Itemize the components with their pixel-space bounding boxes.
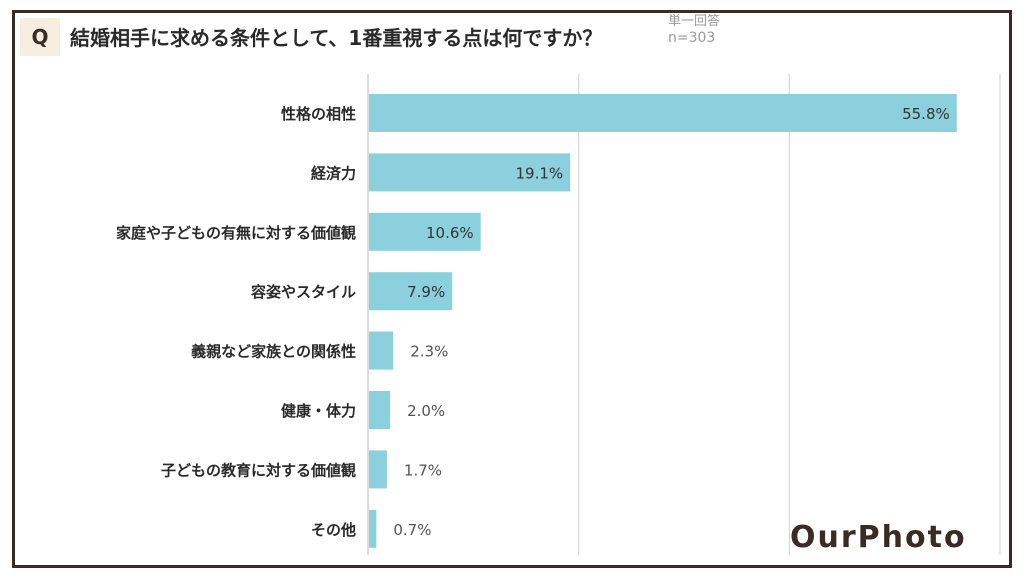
category-label: 性格の相性 bbox=[281, 105, 356, 123]
category-label: 義親など家族との関係性 bbox=[191, 343, 356, 361]
question-badge: Q bbox=[20, 18, 60, 56]
bar bbox=[369, 331, 394, 370]
bar bbox=[369, 391, 391, 429]
bar bbox=[369, 450, 387, 489]
bar bbox=[369, 94, 957, 132]
value-label: 2.3% bbox=[410, 343, 448, 361]
value-label: 1.7% bbox=[404, 461, 442, 479]
question-title: 結婚相手に求める条件として、1番重視する点は何ですか？ bbox=[70, 26, 603, 50]
answer-type-label: 単一回答 bbox=[668, 14, 721, 29]
category-label: その他 bbox=[311, 521, 356, 539]
category-label: 家庭や子どもの有無に対する価値観 bbox=[116, 224, 356, 242]
category-label: 子どもの教育に対する価値観 bbox=[161, 461, 356, 479]
category-label: 経済力 bbox=[311, 164, 356, 182]
category-label: 容姿やスタイル bbox=[250, 283, 356, 301]
value-label: 7.9% bbox=[407, 283, 445, 301]
bar bbox=[369, 272, 453, 311]
value-label: 10.6% bbox=[426, 224, 474, 242]
value-label: 55.8% bbox=[902, 105, 950, 123]
bar bbox=[369, 509, 377, 548]
ourphoto-logo: OurPhoto bbox=[790, 520, 967, 555]
sample-size-label: n=303 bbox=[668, 30, 716, 46]
value-label: 19.1% bbox=[516, 164, 564, 182]
category-label: 健康・体力 bbox=[281, 402, 356, 420]
bar bbox=[369, 153, 571, 192]
value-label: 0.7% bbox=[393, 521, 431, 539]
value-label: 2.0% bbox=[407, 402, 445, 420]
bar bbox=[369, 212, 481, 251]
